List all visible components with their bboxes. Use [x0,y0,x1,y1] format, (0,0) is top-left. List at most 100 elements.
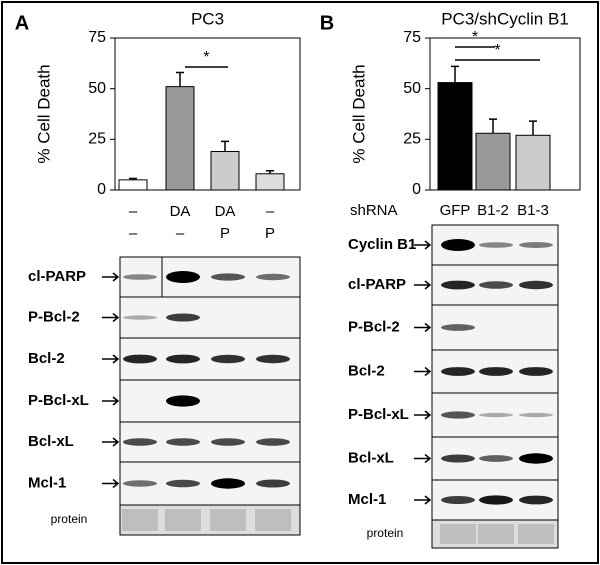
blot-arrow [414,366,432,377]
error-bar [176,71,184,87]
blot-arrow [414,240,432,250]
band [211,438,245,446]
blot-arrow [414,280,432,290]
bar [475,132,511,191]
band [441,454,475,463]
bar [118,179,148,191]
band [441,280,475,290]
blot-arrow [102,312,120,323]
protein-lane [478,524,514,544]
y-tick-label: 75 [88,29,106,46]
significance-label: * [203,49,209,66]
bar [165,86,195,191]
band [123,354,157,364]
bar [255,173,285,191]
band [256,354,290,364]
x-tick-label: – [129,203,138,220]
y-tick-label: 50 [403,80,421,97]
bar [210,150,240,191]
band [519,495,553,505]
protein-lane [165,509,201,531]
y-axis-label: % Cell Death [349,64,368,163]
y-tick-label: 0 [412,181,421,198]
error-bar [489,118,497,134]
blot-arrow [102,478,120,489]
band [519,242,553,248]
blot-arrow [414,495,432,505]
band [166,395,200,407]
blot-arrow [102,354,120,364]
y-tick-label: 25 [88,131,106,148]
blot-arrow [102,437,120,447]
y-tick-label: 0 [97,181,106,198]
x-tick-label: – [176,225,185,242]
x-tick-label: B1-2 [477,202,509,219]
significance-label: * [472,29,478,46]
band [123,315,157,320]
blot-label: Mcl-1 [348,491,386,508]
blot-label: protein [51,512,88,526]
blot-label: P-Bcl-xL [28,392,89,409]
blot-label: Bcl-xL [348,449,394,466]
bar [515,134,551,191]
error-bar [221,140,229,152]
plot-frame [114,37,301,191]
chart-title: PC3/shCyclin B1 [441,9,569,28]
band [211,273,245,281]
error-bar [266,169,274,174]
x-tick-label: DA [215,203,236,220]
protein-lane [440,524,476,544]
error-bar [129,177,137,180]
band [519,453,553,464]
y-tick-label: 25 [403,131,421,148]
x-tick-label: P [220,225,230,242]
blot-label: Cyclin B1 [348,236,416,253]
blot-label: P-Bcl-2 [28,308,80,325]
band [519,367,553,376]
blot-strip [119,296,301,339]
band [211,354,245,364]
category-title: shRNA [350,202,398,219]
blot-label: P-Bcl-2 [348,318,400,335]
blot-label: Bcl-xL [28,433,74,450]
band [479,367,513,376]
x-tick-label: B1-3 [517,202,549,219]
x-tick-label: – [266,203,275,220]
band [441,239,475,251]
significance-label: * [494,42,500,59]
protein-lane [518,524,554,544]
blot-label: P-Bcl-xL [348,406,409,423]
band [123,480,157,487]
blot-label: Bcl-2 [28,350,65,367]
x-tick-label: – [129,225,138,242]
band [441,411,475,419]
error-bar [529,120,537,136]
y-tick-label: 75 [403,29,421,46]
chart-title: PC3 [191,9,224,28]
protein-lane [210,509,246,531]
blot-arrow [102,396,120,406]
band [166,438,200,446]
error-bar [451,65,459,83]
band [166,313,200,322]
bar [437,82,473,191]
panel-label: A [15,12,29,34]
band [479,242,513,248]
y-axis-label: % Cell Death [34,64,53,163]
band [166,271,200,283]
blot-label: Bcl-2 [348,362,385,379]
band [123,438,157,446]
blot-label: cl-PARP [28,268,86,285]
band [123,274,157,280]
band [519,280,553,290]
band [256,273,290,281]
blot-arrow [414,410,432,420]
band [166,354,200,364]
band [166,479,200,488]
band [479,455,513,462]
blot-label: Mcl-1 [28,474,66,491]
y-tick-label: 50 [88,80,106,97]
panel-label: B [320,12,334,34]
